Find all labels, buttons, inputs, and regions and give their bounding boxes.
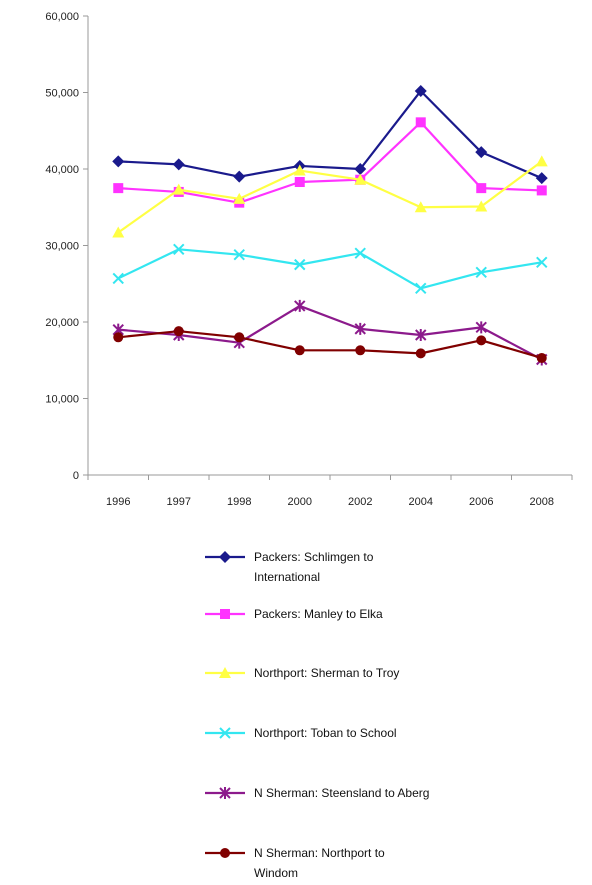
series-line [118, 121, 542, 204]
data-point [173, 243, 185, 256]
legend-marker [219, 667, 231, 678]
series-4 [112, 243, 548, 295]
data-point [112, 272, 124, 285]
data-point [535, 155, 548, 167]
data-point [475, 321, 487, 334]
legend-marker [219, 787, 231, 799]
data-point [354, 247, 366, 259]
series-line [118, 304, 543, 361]
data-point [536, 185, 547, 196]
data-point [415, 348, 426, 359]
x-tick-label: 2000 [288, 496, 312, 508]
data-point [112, 226, 125, 238]
x-tick-label: 1998 [227, 496, 251, 508]
data-point [355, 345, 366, 356]
data-point [233, 170, 246, 183]
legend-label: International [254, 570, 320, 584]
series-3 [112, 155, 548, 238]
x-tick-label: 2002 [348, 496, 372, 508]
data-point [475, 200, 488, 212]
data-point [294, 177, 305, 188]
legend-label: Northport: Sherman to Troy [254, 666, 399, 680]
x-tick-label: 2004 [409, 496, 433, 508]
data-point [354, 322, 366, 335]
legend-label: N Sherman: Steensland to Aberg [254, 786, 429, 800]
legend-item-6: N Sherman: Northport to Windom [205, 846, 385, 880]
data-point [234, 332, 245, 343]
data-point [112, 155, 125, 168]
data-point [535, 172, 548, 185]
data-point [294, 258, 306, 271]
data-point [415, 329, 427, 342]
data-point [293, 164, 306, 176]
legend-item-5: N Sherman: Steensland to Aberg [205, 786, 429, 800]
y-tick-label: 40,000 [45, 164, 79, 176]
data-point [113, 332, 124, 343]
data-point [536, 352, 547, 363]
data-point [172, 183, 185, 195]
data-point [354, 163, 367, 175]
data-point [294, 345, 305, 356]
series-line [118, 89, 543, 180]
data-point [476, 335, 487, 346]
data-point [113, 183, 124, 194]
series-line [118, 330, 543, 360]
data-point [415, 117, 426, 128]
series-6 [113, 326, 547, 363]
data-point [414, 84, 427, 97]
y-tick-label: 20,000 [45, 317, 79, 329]
plot-area [112, 84, 548, 366]
series-1 [112, 84, 548, 185]
legend-label: Packers: Manley to Elka [254, 607, 383, 621]
data-point [233, 192, 246, 204]
y-tick-label: 0 [73, 470, 79, 482]
y-tick-label: 30,000 [45, 241, 79, 253]
data-point [173, 326, 184, 337]
data-point [415, 282, 427, 295]
legend-marker [220, 609, 230, 619]
legend: Packers: Schlimgen toInternationalPacker… [205, 550, 429, 880]
legend-item-4: Northport: Toban to School [205, 726, 397, 740]
data-point [354, 173, 367, 185]
legend-marker [219, 727, 231, 739]
data-point [475, 146, 488, 159]
y-tick-label: 60,000 [45, 11, 79, 23]
legend-marker [220, 848, 230, 858]
legend-label: Northport: Toban to School [254, 726, 397, 740]
legend-item-3: Northport: Sherman to Troy [205, 666, 399, 680]
data-point [294, 299, 306, 312]
legend-label: N Sherman: Northport to [254, 846, 385, 860]
data-point [233, 248, 245, 261]
series-line [117, 160, 543, 234]
series-line [117, 248, 542, 290]
data-point [476, 183, 487, 194]
x-tick-label: 1997 [167, 496, 191, 508]
x-tick-label: 2006 [469, 496, 493, 508]
data-point [414, 201, 427, 213]
y-tick-label: 10,000 [45, 394, 79, 406]
legend-label: Windom [254, 866, 298, 880]
data-point [536, 256, 548, 269]
chart-axes: 0 10,000 20,000 30,000 40,000 50,000 60,000 199… [45, 11, 573, 508]
y-tick-label: 50,000 [45, 88, 79, 100]
legend-item-2: Packers: Manley to Elka [205, 607, 383, 621]
data-point [172, 158, 185, 171]
x-tick-label: 1996 [106, 496, 130, 508]
legend-marker [219, 551, 231, 563]
legend-item-1: Packers: Schlimgen to International [205, 550, 374, 584]
x-tick-label: 2008 [530, 496, 554, 508]
data-point [475, 266, 487, 278]
legend-label: Packers: Schlimgen to [254, 550, 374, 564]
